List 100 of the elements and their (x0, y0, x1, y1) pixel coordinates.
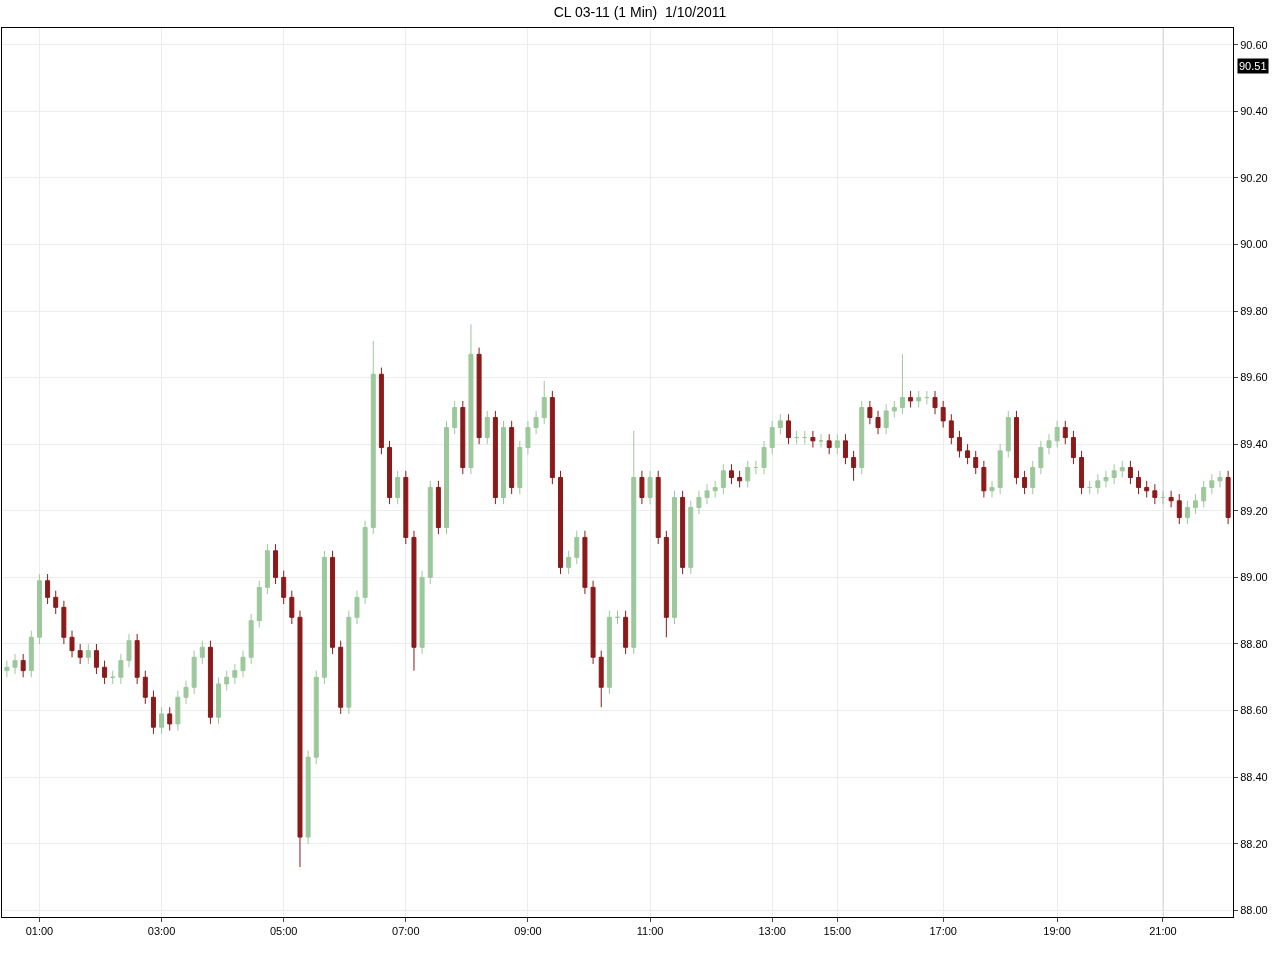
candlestick (867, 400, 873, 425)
candlestick (956, 430, 962, 459)
text: 90.51 (1239, 60, 1267, 72)
candlestick (1225, 470, 1231, 525)
candlestick (1103, 470, 1109, 488)
candlestick (1087, 480, 1093, 495)
candlestick (908, 390, 914, 409)
candlestick (924, 390, 930, 405)
candlestick (256, 580, 262, 628)
candlestick (183, 680, 189, 705)
x-tick-label: 17:00 (929, 925, 957, 938)
candlestick (354, 590, 360, 625)
candlestick (69, 630, 75, 658)
candlestick (1217, 470, 1223, 488)
candlestick (761, 440, 767, 475)
candlestick (973, 450, 979, 475)
candlestick (810, 430, 816, 449)
candlestick (517, 440, 523, 495)
candlestick (85, 643, 91, 665)
candlestick (427, 480, 433, 585)
candlestick (281, 570, 287, 605)
x-tick-label: 19:00 (1043, 925, 1071, 938)
candlestick (1030, 460, 1036, 495)
candlestick (175, 690, 181, 732)
candlestick (916, 390, 922, 409)
candlestick (167, 706, 173, 732)
candlestick (1062, 420, 1068, 445)
candlestick (77, 643, 83, 665)
candlestick (224, 670, 230, 692)
candlestick (989, 480, 995, 498)
candlestick (403, 470, 409, 545)
candlestick (606, 610, 612, 695)
candlestick (883, 403, 889, 435)
candlestick (102, 660, 108, 685)
candlestick (623, 610, 629, 655)
candlestick (126, 633, 132, 668)
candlestick (720, 463, 726, 495)
candlestick (1209, 473, 1215, 495)
candlestick (745, 460, 751, 488)
candlestick (1070, 430, 1076, 465)
candlestick (330, 550, 336, 655)
candlestick (484, 410, 490, 445)
candlestick (851, 450, 857, 482)
candlestick (802, 430, 808, 445)
y-tick-label: 89.60 (1240, 371, 1268, 384)
candlestick (1127, 460, 1133, 485)
candlestick (566, 550, 572, 575)
candlestick (216, 676, 222, 725)
candlestick (240, 650, 246, 678)
candlestick (1079, 450, 1085, 495)
candlestick (134, 633, 140, 685)
candlestick (1111, 463, 1117, 485)
candlestick (981, 460, 987, 498)
candlestick (965, 443, 971, 465)
candlestick (948, 413, 954, 445)
y-tick-label: 88.00 (1240, 904, 1268, 917)
candlestick (525, 420, 531, 455)
candlestick (590, 580, 596, 665)
candlestick (61, 600, 67, 645)
candlestick (834, 433, 840, 455)
candlestick (598, 650, 604, 708)
candlestick (899, 353, 905, 415)
candlestick (346, 610, 352, 715)
candlestick (492, 410, 498, 505)
x-tick-label: 05:00 (269, 925, 298, 938)
x-tick-label: 03:00 (147, 925, 176, 938)
candlestick (875, 410, 881, 435)
candlestick (1038, 440, 1044, 475)
x-tick-label: 11:00 (636, 925, 664, 938)
candlestick (631, 430, 637, 655)
candlestick (826, 433, 832, 455)
candlestick (199, 640, 205, 665)
candlestick (362, 520, 368, 605)
y-tick-label: 88.40 (1240, 771, 1268, 784)
candlestick (1160, 490, 1166, 505)
x-tick-label: 07:00 (392, 925, 420, 938)
candlestick (435, 480, 441, 535)
candlestick (297, 610, 303, 868)
candlestick (558, 470, 563, 575)
y-tick-label: 88.20 (1240, 837, 1268, 850)
candlestick (12, 653, 18, 675)
candlestick (150, 690, 156, 735)
x-tick-label: 13:00 (758, 925, 786, 938)
candlestick (53, 590, 59, 615)
candlestick (777, 413, 783, 435)
candlestick (501, 420, 507, 505)
x-tick-label: 21:00 (1149, 925, 1177, 938)
candlestick (509, 420, 515, 495)
candlestick (655, 470, 661, 545)
chart-title: CL 03-11 (1 Min) 1/10/2011 (553, 3, 727, 20)
candlestick (574, 530, 580, 565)
candlestick (4, 660, 10, 678)
x-tick-label: 09:00 (514, 925, 542, 938)
candlestick (932, 390, 938, 415)
candlestick (842, 433, 848, 465)
candlestick (1046, 433, 1052, 455)
candlestick (1119, 460, 1125, 478)
candlestick (688, 500, 694, 575)
candlestick (1152, 483, 1158, 505)
candlestick (891, 400, 897, 419)
